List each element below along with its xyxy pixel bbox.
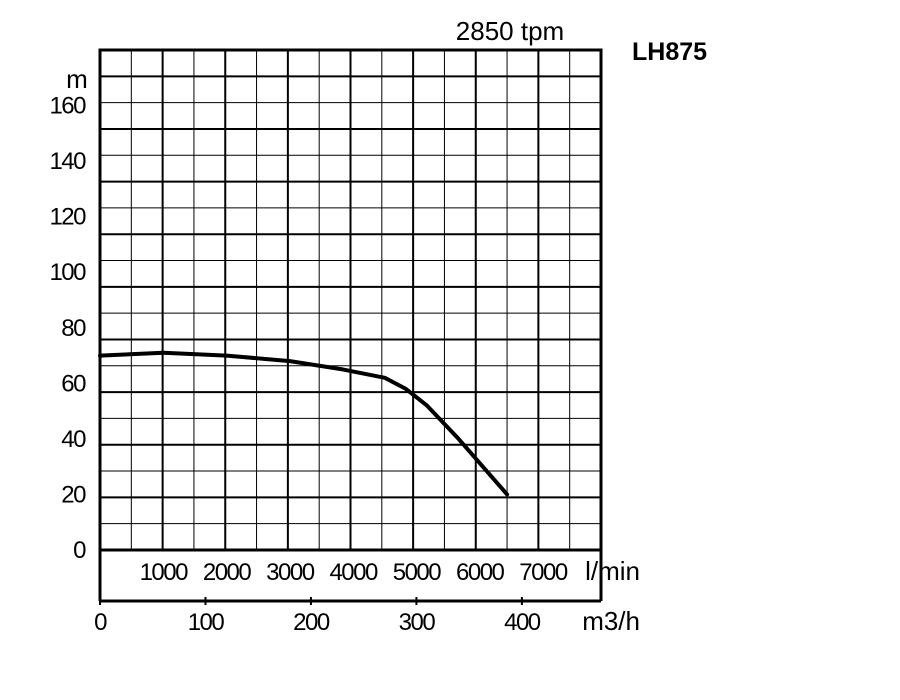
y-tick-label: 160 xyxy=(49,93,86,120)
x-tick-label-lmin: 3000 xyxy=(266,559,315,586)
grid-major xyxy=(100,50,601,550)
y-tick-label: 80 xyxy=(61,315,86,342)
chart-title: LH875 xyxy=(632,38,707,66)
x-tick-label-lmin: 5000 xyxy=(393,559,442,586)
y-tick-label: 0 xyxy=(73,537,86,564)
x-tick-label-lmin: 4000 xyxy=(329,559,378,586)
y-tick-label: 140 xyxy=(49,148,86,175)
x-tick-label-lmin: 1000 xyxy=(140,559,189,586)
y-tick-label: 20 xyxy=(61,481,86,508)
y-axis-label: m xyxy=(66,64,88,94)
x-axis-label-lmin: l/min xyxy=(585,556,640,586)
y-tick-labels: 0 20 40 60 80 100 120 140 160 xyxy=(49,93,87,564)
x-tick-labels-lmin: 1000 2000 3000 4000 5000 6000 7000 xyxy=(140,559,570,586)
head-curve-line xyxy=(98,350,510,497)
x-tick-label-m3h: 200 xyxy=(293,609,330,636)
plot-border xyxy=(98,48,603,552)
curve-layer xyxy=(98,350,510,497)
x-tick-label-lmin: 6000 xyxy=(456,559,505,586)
y-tick-label: 40 xyxy=(61,426,86,453)
x-tick-label-m3h: 0 xyxy=(94,609,107,636)
x-axis-label-m3h: m3/h xyxy=(582,606,640,636)
x-tick-label-lmin: 7000 xyxy=(519,559,568,586)
chart-subtitle: 2850 tpm xyxy=(456,16,564,46)
y-tick-label: 100 xyxy=(49,259,86,286)
x-tick-label-m3h: 300 xyxy=(399,609,436,636)
x-tick-label-m3h: 100 xyxy=(188,609,225,636)
labels: 2850 tpm LH875 m l/min m3/h xyxy=(66,16,707,636)
chart-frame xyxy=(98,48,603,605)
x-tick-labels-m3h: 0 100 200 300 400 xyxy=(94,609,542,636)
x-tick-label-lmin: 2000 xyxy=(203,559,252,586)
y-tick-label: 120 xyxy=(49,204,86,231)
y-tick-label: 60 xyxy=(61,370,86,397)
x-tick-label-m3h: 400 xyxy=(504,609,541,636)
